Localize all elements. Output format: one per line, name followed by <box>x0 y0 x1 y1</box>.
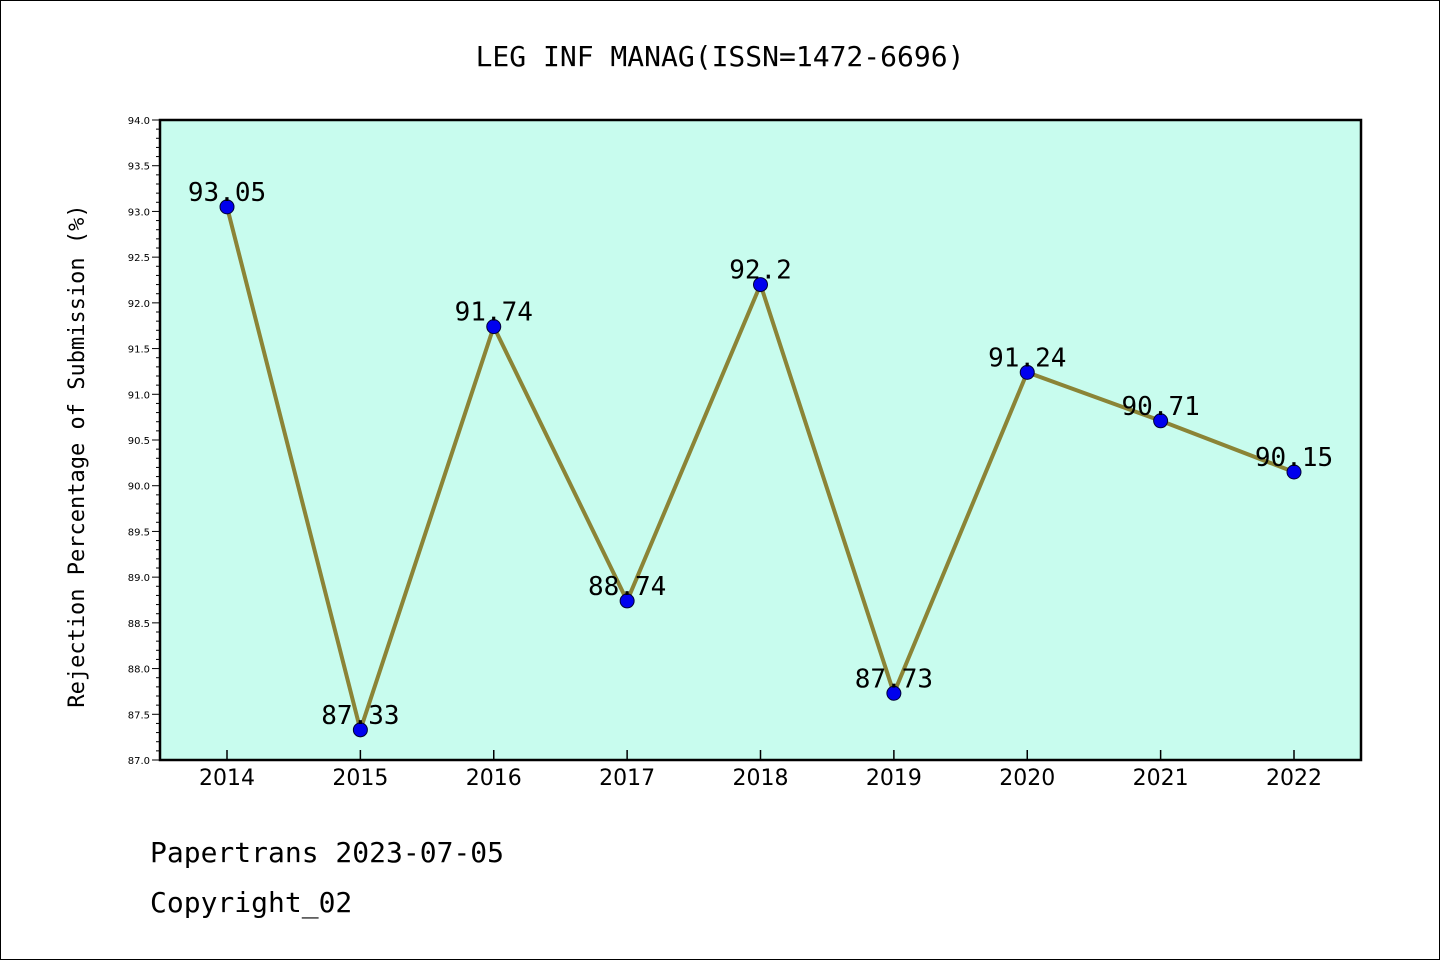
x-tick-label: 2020 <box>999 766 1055 791</box>
y-tick-label: 89.5 <box>128 527 150 538</box>
y-tick-label: 93.0 <box>128 207 150 218</box>
y-tick-label: 93.5 <box>128 162 150 173</box>
y-tick-label: 94.0 <box>128 116 150 127</box>
data-point <box>219 199 235 215</box>
data-point <box>886 685 902 701</box>
footer-copyright: Copyright_02 <box>150 886 353 919</box>
y-tick-label: 90.5 <box>128 436 150 447</box>
data-point <box>1019 364 1035 380</box>
data-label: 87.33 <box>321 701 399 731</box>
data-point <box>1286 464 1302 480</box>
data-point <box>486 319 502 335</box>
y-tick-label: 88.5 <box>128 619 150 630</box>
x-tick-label: 2016 <box>466 766 522 791</box>
y-axis-ticks: 87.0 87.5 88.0 88.5 89.0 89.5 90.0 90.5 91.0 91.5… <box>128 116 160 767</box>
x-tick-label: 2022 <box>1266 766 1322 791</box>
x-tick-label: 2014 <box>199 766 255 791</box>
data-point <box>1153 413 1169 429</box>
data-point <box>352 722 368 738</box>
y-tick-label: 90.0 <box>128 482 150 493</box>
x-tick-label: 2019 <box>866 766 922 791</box>
y-tick-label: 92.0 <box>128 299 150 310</box>
data-label: 91.24 <box>988 343 1066 373</box>
y-tick-label: 91.0 <box>128 390 150 401</box>
x-tick-label: 2017 <box>599 766 655 791</box>
data-point <box>619 593 635 609</box>
plot-area <box>158 118 1363 762</box>
x-tick-label: 2021 <box>1133 766 1189 791</box>
y-tick-label: 88.0 <box>128 665 150 676</box>
x-tick-label: 2018 <box>733 766 789 791</box>
footer-date: Papertrans 2023-07-05 <box>150 836 505 869</box>
y-tick-label: 92.5 <box>128 253 150 264</box>
x-axis-ticks: 2014 2015 2016 2017 2018 2019 2020 2021 2022 <box>199 750 1322 791</box>
data-labels: 93.05 87.33 91.74 88.74 92.2 87.73 91.24 90.71 9… <box>188 178 1333 731</box>
data-label: 87.73 <box>855 664 933 694</box>
y-tick-label: 91.5 <box>128 345 150 356</box>
y-axis-label: Rejection Percentage of Submission (%) <box>65 204 90 707</box>
data-markers <box>219 199 1302 738</box>
x-tick-label: 2015 <box>332 766 388 791</box>
y-tick-label: 87.5 <box>128 710 150 721</box>
data-point <box>753 277 768 293</box>
data-label: 92.2 <box>729 256 792 286</box>
chart-title: LEG INF MANAG(ISSN=1472-6696) <box>476 40 965 73</box>
data-label: 93.05 <box>188 178 266 208</box>
y-tick-label: 89.0 <box>128 573 150 584</box>
data-label: 91.74 <box>455 298 533 328</box>
data-label: 90.71 <box>1121 392 1199 422</box>
y-tick-label: 87.0 <box>128 756 150 767</box>
data-label: 88.74 <box>588 572 666 602</box>
data-label: 90.15 <box>1255 443 1333 473</box>
